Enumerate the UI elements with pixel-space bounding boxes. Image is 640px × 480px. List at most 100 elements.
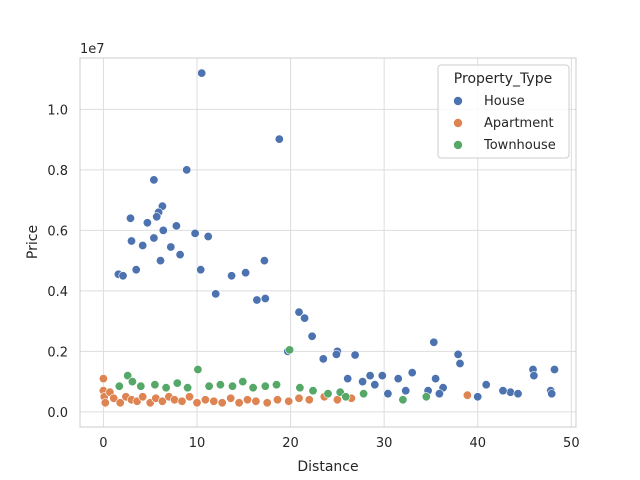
data-point [284, 396, 294, 406]
y-axis-label: Price [25, 225, 41, 259]
data-point [217, 398, 227, 408]
grid-lines [80, 58, 576, 427]
data-point [182, 165, 192, 175]
y-tick-label: 0.0 [47, 406, 68, 421]
data-point [114, 381, 124, 391]
legend-marker-townhouse [453, 140, 463, 150]
data-point [272, 395, 282, 405]
data-point [197, 68, 207, 78]
series-apartment [98, 374, 472, 408]
data-point [259, 256, 269, 266]
data-point [513, 389, 523, 399]
data-point [228, 381, 238, 391]
data-point [200, 395, 210, 405]
y-tick-label: 0.2 [47, 345, 68, 360]
data-point [161, 383, 171, 393]
y-tick-label: 1.0 [47, 103, 68, 118]
data-point [529, 371, 539, 381]
data-point [203, 232, 213, 242]
data-point [260, 293, 270, 303]
data-point [118, 271, 128, 281]
data-point [341, 392, 351, 402]
data-point [377, 371, 387, 381]
data-point [498, 386, 508, 396]
x-tick-label: 40 [469, 436, 486, 451]
data-point [193, 364, 203, 374]
data-point [431, 374, 441, 384]
data-point [171, 221, 181, 231]
data-point [453, 349, 463, 359]
data-point [126, 213, 136, 223]
data-point [185, 392, 195, 402]
legend-title: Property_Type [454, 71, 552, 87]
data-point [401, 386, 411, 396]
data-point [307, 331, 317, 341]
data-point [123, 371, 133, 381]
data-point [262, 398, 272, 408]
legend-marker-house [453, 96, 463, 106]
data-point [152, 212, 162, 222]
data-point [157, 396, 167, 406]
data-point [429, 337, 439, 347]
data-point [109, 393, 119, 403]
data-point [549, 364, 559, 374]
data-point [365, 371, 375, 381]
tick-labels: 0 10 20 30 40 50 0.0 0.2 0.4 0.6 0.8 1.0 [47, 103, 579, 451]
legend-label-house: House [484, 94, 525, 109]
data-point [331, 349, 341, 359]
data-point [149, 233, 159, 243]
data-point [175, 250, 185, 260]
data-point [370, 380, 380, 390]
y-offset-label: 1e7 [80, 42, 105, 57]
legend: Property_Type House Apartment Townhouse [437, 64, 570, 159]
data-point [196, 265, 206, 275]
data-point [260, 381, 270, 391]
data-point [252, 295, 262, 305]
data-point [295, 383, 305, 393]
series-townhouse [114, 345, 431, 405]
data-point [226, 393, 236, 403]
data-point [158, 225, 168, 235]
data-point [359, 389, 369, 399]
legend-marker-apartment [453, 118, 463, 128]
data-point [166, 242, 176, 252]
data-point [136, 381, 146, 391]
x-tick-label: 0 [99, 436, 107, 451]
data-point [455, 358, 465, 368]
data-point [505, 387, 515, 397]
data-point [238, 377, 248, 387]
data-point [215, 380, 225, 390]
data-point [127, 377, 137, 387]
data-point [398, 395, 408, 405]
data-point [547, 389, 557, 399]
data-point [473, 392, 483, 402]
y-tick-label: 0.6 [47, 224, 68, 239]
data-point [138, 241, 148, 251]
data-point [150, 380, 160, 390]
data-point [350, 350, 360, 360]
data-point [100, 398, 110, 408]
data-point [248, 383, 258, 393]
data-point [393, 374, 403, 384]
data-point [294, 307, 304, 317]
data-point [251, 396, 261, 406]
data-point [149, 175, 159, 185]
data-point [271, 380, 281, 390]
data-point [138, 392, 148, 402]
x-tick-label: 20 [282, 436, 299, 451]
data-point [241, 268, 251, 278]
data-point [115, 398, 125, 408]
data-point [243, 395, 253, 405]
legend-label-apartment: Apartment [484, 116, 554, 131]
data-point [98, 374, 108, 384]
x-axis-label: Distance [297, 459, 358, 475]
data-point [190, 228, 200, 238]
data-point [211, 289, 221, 299]
x-tick-label: 30 [376, 436, 393, 451]
legend-label-townhouse: Townhouse [483, 138, 556, 153]
data-point [274, 134, 284, 144]
data-point [234, 398, 244, 408]
y-tick-label: 0.4 [47, 285, 68, 300]
data-point [294, 393, 304, 403]
